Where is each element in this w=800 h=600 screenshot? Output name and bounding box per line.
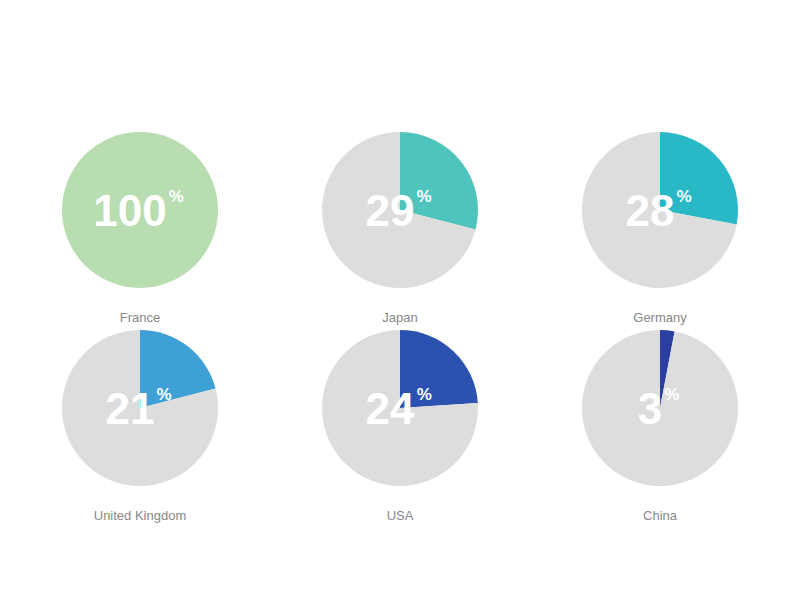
data-label: 21 bbox=[106, 384, 155, 433]
pie-chart: 28% Germany bbox=[582, 132, 738, 325]
pie-chart: 3% China bbox=[582, 330, 738, 523]
data-label: 24 bbox=[366, 384, 415, 433]
chart-title: United Kingdom bbox=[94, 508, 187, 523]
data-label: 100 bbox=[93, 186, 166, 235]
pie-slice bbox=[582, 132, 737, 288]
annotation: % bbox=[417, 385, 432, 404]
chart-title: USA bbox=[387, 508, 414, 523]
pie-chart: 100% France bbox=[62, 132, 218, 325]
pie-chart: 29% Japan bbox=[322, 132, 478, 325]
pie-slice bbox=[322, 330, 478, 486]
pie-chart: 24% USA bbox=[322, 330, 478, 523]
annotation: % bbox=[156, 385, 171, 404]
pie-slice bbox=[322, 132, 476, 288]
annotation: % bbox=[416, 187, 431, 206]
pie-chart: 21% United Kingdom bbox=[62, 330, 218, 523]
data-label: 3 bbox=[638, 384, 662, 433]
pie-slice bbox=[62, 330, 218, 486]
annotation: % bbox=[676, 187, 691, 206]
annotation: % bbox=[664, 385, 679, 404]
data-label: 29 bbox=[366, 186, 415, 235]
chart-title: Japan bbox=[382, 310, 417, 325]
pie-slice bbox=[582, 330, 738, 486]
chart-title: France bbox=[120, 310, 160, 325]
chart-canvas: 100% France 29% Japan 28% Germany 21% United Ki… bbox=[0, 0, 800, 600]
chart-title: China bbox=[643, 508, 678, 523]
annotation: % bbox=[169, 187, 184, 206]
pie-slice bbox=[62, 132, 218, 288]
chart-title: Germany bbox=[633, 310, 687, 325]
data-label: 28 bbox=[626, 186, 675, 235]
